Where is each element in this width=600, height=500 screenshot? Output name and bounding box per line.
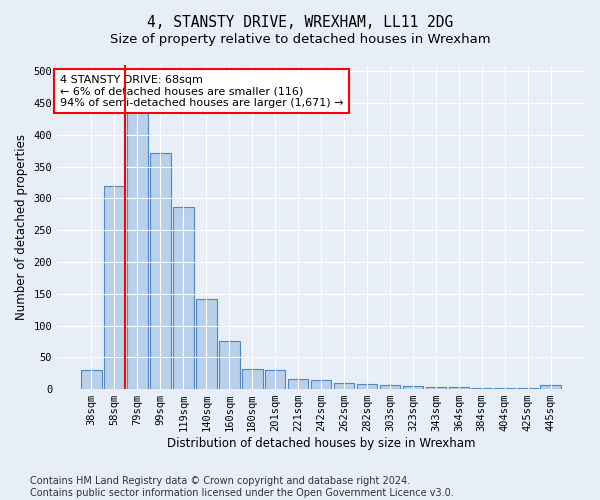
Bar (334, 384, 355, 389)
Bar (288, 379, 308, 389)
Bar (403, 386, 423, 389)
Bar (449, 387, 469, 389)
Bar (127, 89, 148, 389)
X-axis label: Distribution of detached houses by size in Wrexham: Distribution of detached houses by size … (167, 437, 475, 450)
Bar (81, 370, 102, 389)
Bar (494, 388, 515, 389)
Y-axis label: Number of detached properties: Number of detached properties (15, 134, 28, 320)
Bar (517, 388, 538, 389)
Bar (311, 380, 331, 389)
Text: Size of property relative to detached houses in Wrexham: Size of property relative to detached ho… (110, 32, 490, 46)
Bar (150, 152, 171, 389)
Bar (425, 386, 446, 389)
Bar (196, 299, 217, 389)
Bar (380, 386, 400, 389)
Bar (219, 342, 239, 389)
Bar (356, 384, 377, 389)
Text: 4, STANSTY DRIVE, WREXHAM, LL11 2DG: 4, STANSTY DRIVE, WREXHAM, LL11 2DG (147, 15, 453, 30)
Bar (265, 370, 286, 389)
Text: Contains HM Land Registry data © Crown copyright and database right 2024.
Contai: Contains HM Land Registry data © Crown c… (30, 476, 454, 498)
Bar (242, 370, 263, 389)
Text: 4 STANSTY DRIVE: 68sqm
← 6% of detached houses are smaller (116)
94% of semi-det: 4 STANSTY DRIVE: 68sqm ← 6% of detached … (60, 74, 343, 108)
Bar (472, 388, 492, 389)
Bar (541, 386, 561, 389)
Bar (173, 206, 194, 389)
Bar (104, 186, 125, 389)
